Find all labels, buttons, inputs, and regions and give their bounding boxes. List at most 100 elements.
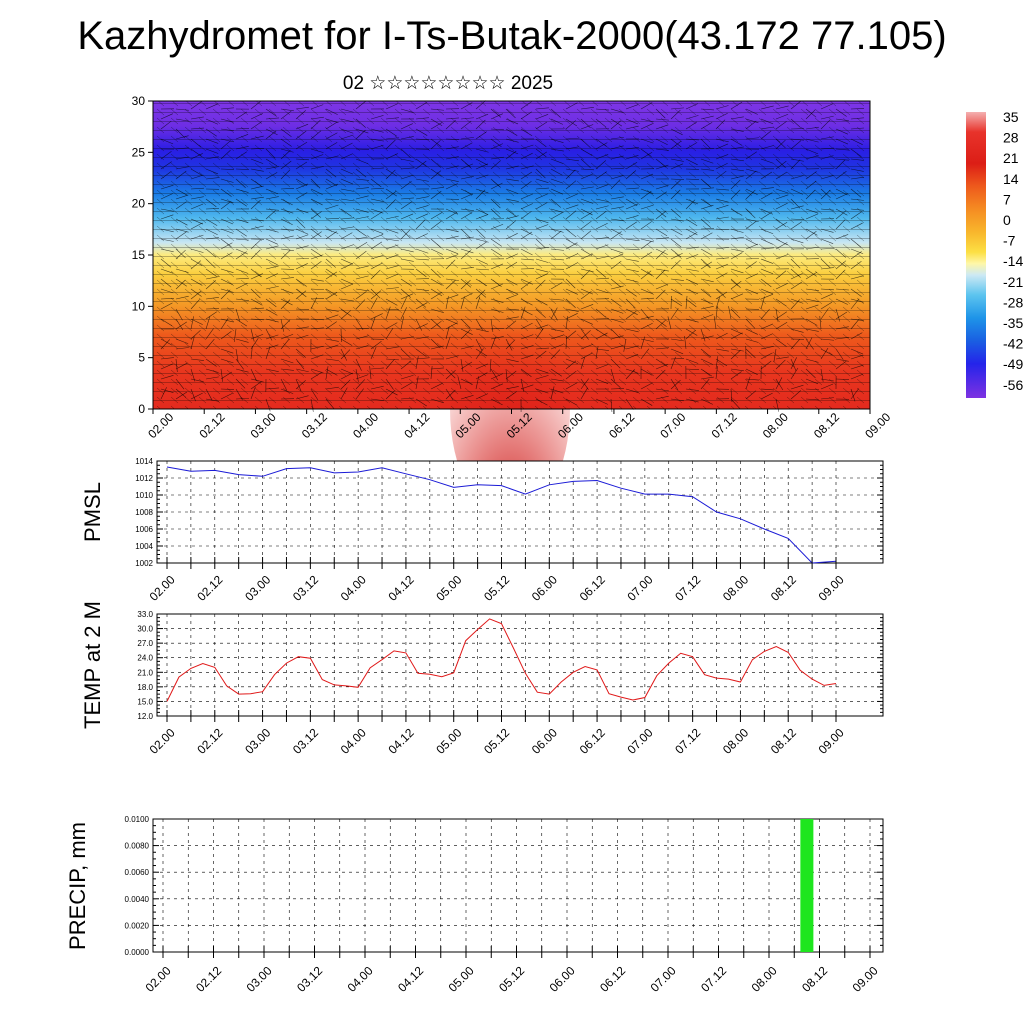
wind-barb [520, 378, 525, 392]
wind-barb [728, 306, 732, 320]
wind-barb [835, 269, 846, 280]
wind-barb [475, 363, 489, 370]
wind-barb [400, 201, 412, 210]
wind-barb [460, 142, 473, 150]
wind-barb [505, 150, 517, 160]
wind-barb [430, 108, 444, 111]
wind-barb [385, 388, 398, 396]
wind-barb [670, 259, 681, 270]
wind-barb [535, 318, 544, 331]
wind-barb [805, 358, 819, 363]
wind-barb [580, 186, 594, 190]
wind-barb [535, 368, 549, 374]
wind-barb [625, 369, 635, 380]
wind-barb [805, 337, 813, 350]
wind-barb [655, 248, 668, 255]
wind-barb [400, 248, 414, 253]
wind-barb [535, 238, 546, 249]
wind-barb [730, 280, 742, 290]
ytick-label: 0.0080 [125, 842, 150, 851]
wind-barb [775, 283, 788, 290]
wind-barb [820, 338, 834, 341]
wind-barb [550, 349, 561, 360]
wind-barb [850, 108, 864, 110]
wind-barb [340, 258, 354, 265]
wind-barb [370, 313, 383, 320]
wind-barb [820, 103, 834, 110]
wind-barb [580, 268, 594, 273]
wind-barb [565, 168, 579, 172]
cs-ytick-label: 0 [138, 402, 145, 416]
xtick-label: 07.00 [624, 725, 655, 756]
xtick-label: 08.00 [720, 725, 751, 756]
wind-barb [490, 263, 504, 270]
wind-barb [730, 208, 743, 216]
cs-xtick-label: 02.00 [145, 410, 176, 441]
wind-barb [490, 308, 504, 313]
wind-barb [715, 272, 728, 280]
wind-barb [325, 314, 339, 320]
wind-barb [580, 148, 593, 156]
wind-barb [265, 188, 279, 195]
wind-barb [775, 338, 787, 347]
wind-barb [520, 211, 532, 220]
wind-barb [400, 397, 414, 400]
wind-barb [220, 288, 234, 293]
wind-barb [250, 218, 264, 222]
wind-barb [235, 151, 247, 160]
wind-barb [775, 359, 786, 370]
wind-barb [490, 373, 503, 380]
wind-barb [670, 158, 684, 162]
wind-barb [550, 298, 564, 301]
wind-barb [340, 283, 354, 290]
wind-barb [745, 218, 759, 223]
wind-barb [835, 158, 849, 161]
wind-barb [475, 268, 489, 271]
wind-barb [790, 158, 804, 162]
wind-barb [160, 297, 174, 300]
wind-barb [400, 123, 413, 130]
wind-barb [835, 171, 847, 180]
wind-barb [325, 368, 338, 376]
wind-barb [265, 128, 278, 136]
wind-barb [625, 354, 639, 360]
wind-barb [760, 388, 774, 391]
cs-xtick-label: 04.12 [401, 410, 432, 441]
cs-xtick-label: 07.12 [709, 410, 740, 441]
wind-barb [550, 138, 564, 143]
wind-barb [790, 140, 802, 150]
wind-barb [505, 358, 519, 363]
wind-barb [475, 338, 483, 351]
wind-barb [745, 120, 757, 130]
wind-barb [205, 276, 219, 280]
wind-barb [280, 298, 293, 306]
wind-barb [565, 204, 579, 210]
wind-barb [745, 243, 759, 250]
wind-barb [325, 386, 339, 390]
wind-barb [445, 183, 458, 190]
wind-barb [850, 388, 856, 402]
wind-barb [340, 226, 354, 230]
wind-barb [775, 398, 780, 412]
wind-barb [280, 187, 294, 190]
wind-barb [700, 288, 712, 298]
wind-barb [205, 258, 216, 269]
wind-barb [250, 178, 262, 187]
wind-barb [385, 228, 399, 234]
wind-barb [745, 390, 757, 400]
wind-barb [760, 352, 773, 360]
wind-barb [235, 178, 246, 188]
wind-barb [700, 168, 714, 171]
wind-barb [850, 332, 863, 340]
wind-barb [715, 356, 719, 370]
wind-barb [295, 110, 306, 120]
wind-barb [175, 308, 183, 321]
wind-barb [595, 171, 607, 180]
wind-barb [835, 348, 844, 360]
wind-barb [730, 278, 741, 289]
wind-barb [715, 247, 729, 250]
wind-barb [760, 268, 774, 275]
wind-barb [595, 256, 609, 260]
temp-ylabel: TEMP at 2 M [80, 601, 105, 729]
